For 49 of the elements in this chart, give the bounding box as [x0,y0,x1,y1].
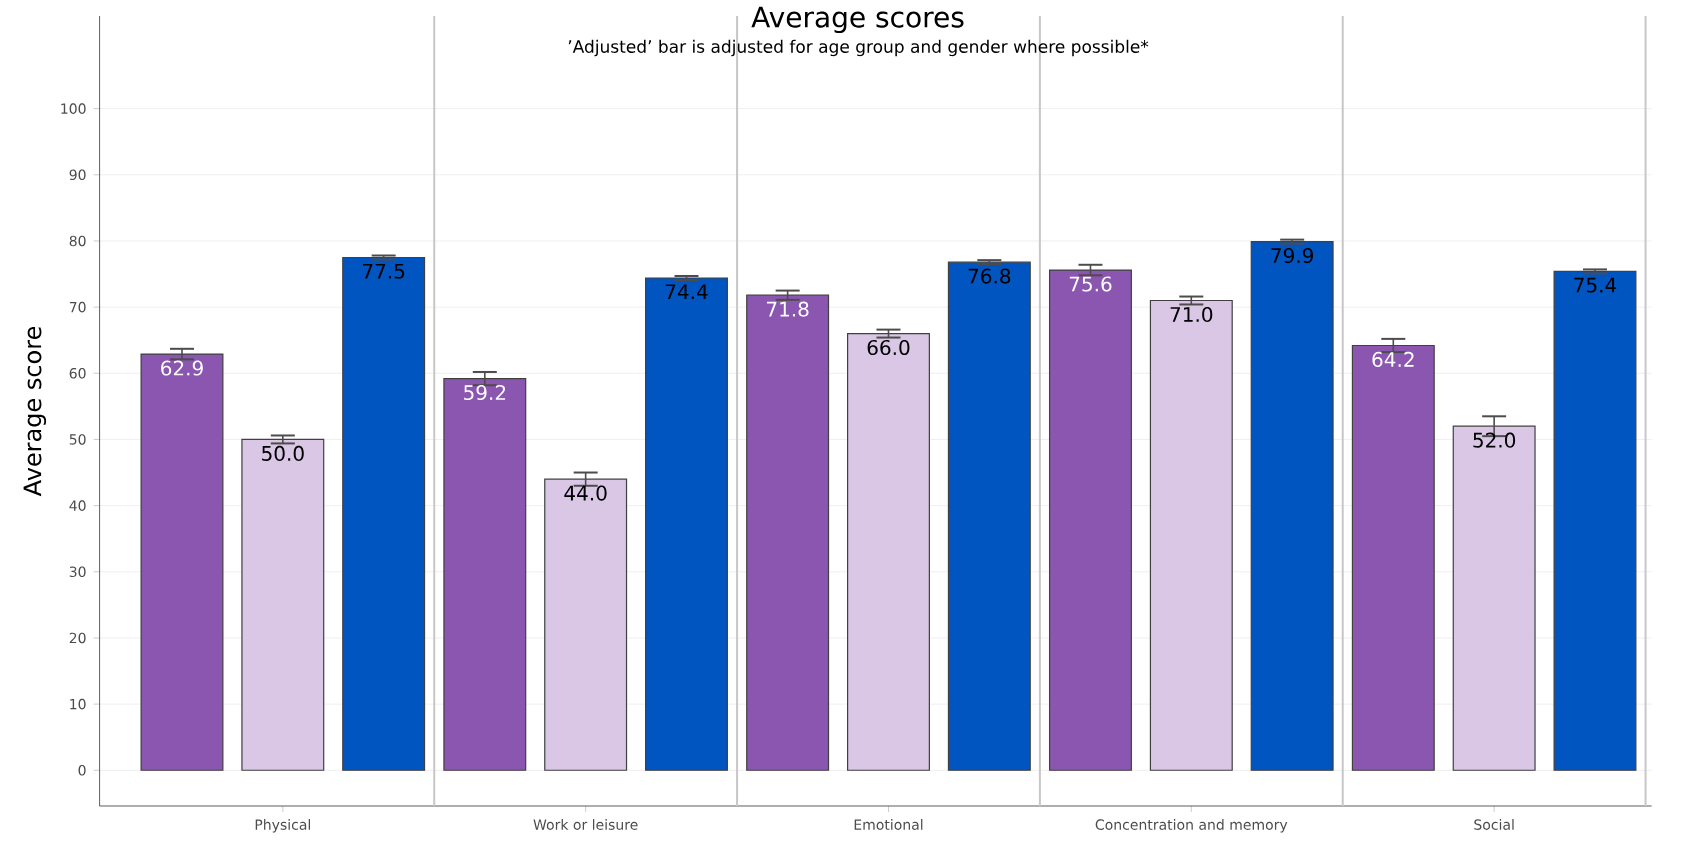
bar [746,294,830,771]
data-label: 75.6 [1069,276,1112,292]
data-label: 74.4 [665,284,708,299]
data-label: 64.2 [1372,351,1414,368]
data-label: 52.0 [1473,432,1516,448]
bar [140,353,224,771]
y-tick-label: 0 [78,764,86,776]
x-tick-label: Work or leisure [533,819,638,830]
data-label: 44.0 [564,485,607,501]
bar [1149,299,1233,771]
y-tick-label: 80 [69,235,86,247]
y-tick-label: 100 [61,103,86,114]
y-tick-label: 50 [69,434,86,445]
data-label: 79.9 [1271,247,1314,264]
y-tick-label: 30 [69,566,86,578]
bar [544,478,628,771]
x-tick-label: Physical [255,819,310,833]
x-tick-label: Concentration and memory [1095,819,1288,833]
bar [1351,344,1435,771]
text: ’Adjusted’ bar is adjusted for age group and gender where possible* [568,39,1149,57]
chart-title: Average scores [751,6,964,34]
x-tick-label: Social [1474,819,1514,830]
data-label: 59.2 [464,384,506,401]
bar [1250,241,1334,771]
bar [1553,270,1637,771]
bar [241,438,325,771]
y-tick-label: 60 [69,368,86,379]
bar [645,277,728,771]
data-label: 66.0 [867,339,910,356]
bar [342,256,426,771]
bar [443,377,527,771]
y-tick-label: 40 [69,500,86,511]
data-label: 71.0 [1170,306,1213,323]
bar [947,261,1031,771]
bar [1452,425,1536,771]
data-label: 62.9 [161,360,203,376]
y-tick-label: 10 [70,698,86,710]
bar [847,332,930,771]
data-label: 71.8 [767,301,809,317]
data-label: 76.8 [968,268,1011,284]
bar [1048,269,1132,771]
x-tick-label: Emotional [854,819,923,830]
y-tick-label: 70 [69,301,86,313]
y-tick-label: 90 [69,169,86,181]
data-label: 50.0 [262,445,304,461]
data-label: 75.4 [1574,277,1617,293]
data-label: 77.5 [363,263,405,279]
y-tick-label: 20 [69,632,86,644]
y-axis-title: Average score [23,326,47,497]
